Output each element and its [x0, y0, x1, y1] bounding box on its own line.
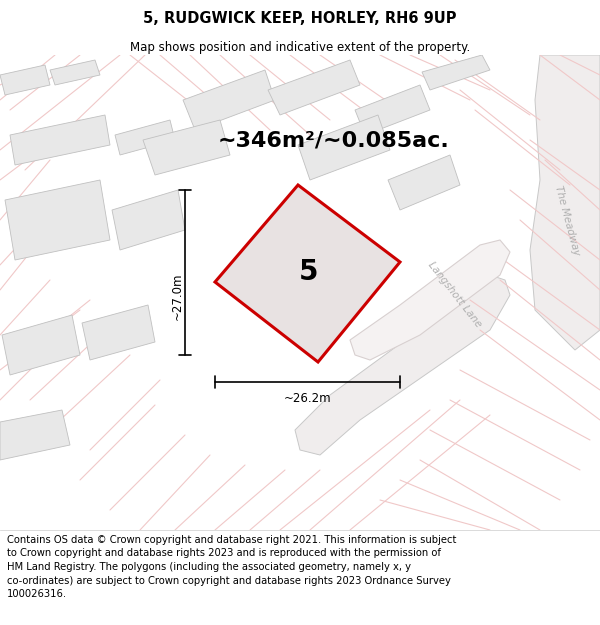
- Polygon shape: [115, 120, 175, 155]
- Polygon shape: [50, 60, 100, 85]
- Text: Contains OS data © Crown copyright and database right 2021. This information is : Contains OS data © Crown copyright and d…: [7, 535, 457, 599]
- Polygon shape: [215, 185, 400, 362]
- Polygon shape: [355, 85, 430, 135]
- Text: ~27.0m: ~27.0m: [170, 272, 184, 320]
- Polygon shape: [0, 65, 50, 95]
- Polygon shape: [388, 155, 460, 210]
- Polygon shape: [82, 305, 155, 360]
- Polygon shape: [10, 115, 110, 165]
- Text: 5: 5: [299, 258, 319, 286]
- Text: The Meadway: The Meadway: [553, 184, 581, 256]
- Polygon shape: [2, 315, 80, 375]
- Polygon shape: [422, 55, 490, 90]
- Polygon shape: [268, 60, 360, 115]
- Text: Langshott Lane: Langshott Lane: [427, 260, 484, 330]
- Polygon shape: [298, 115, 390, 180]
- Polygon shape: [530, 55, 600, 350]
- Polygon shape: [295, 275, 510, 455]
- Polygon shape: [143, 120, 230, 175]
- Polygon shape: [0, 410, 70, 460]
- Polygon shape: [5, 180, 110, 260]
- Text: Map shows position and indicative extent of the property.: Map shows position and indicative extent…: [130, 41, 470, 54]
- Polygon shape: [183, 70, 275, 130]
- Text: 5, RUDGWICK KEEP, HORLEY, RH6 9UP: 5, RUDGWICK KEEP, HORLEY, RH6 9UP: [143, 11, 457, 26]
- Text: ~346m²/~0.085ac.: ~346m²/~0.085ac.: [218, 130, 450, 150]
- Text: ~26.2m: ~26.2m: [284, 391, 331, 404]
- Polygon shape: [112, 190, 185, 250]
- Polygon shape: [350, 240, 510, 360]
